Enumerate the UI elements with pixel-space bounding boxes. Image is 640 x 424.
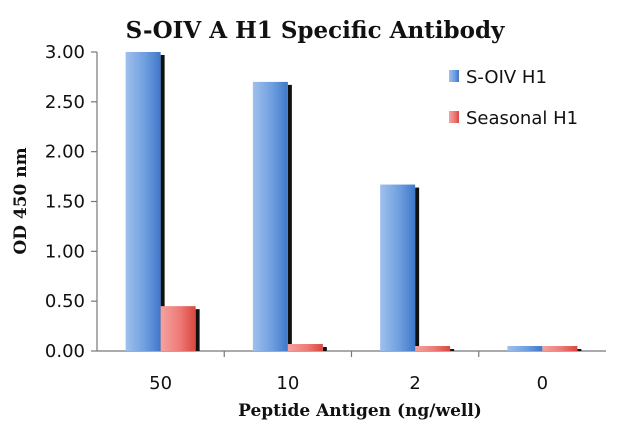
plot-area: 0.00 0.50 1.00 1.50 2.00 2.50 3.00 50 10 2 0 <box>45 42 606 394</box>
bar-shadow <box>450 349 455 351</box>
bar-s-oiv-h1 <box>380 184 416 351</box>
legend: S-OIV H1 Seasonal H1 <box>449 67 578 129</box>
bar-s-oiv-h1 <box>125 52 161 351</box>
y-tick-label: 1.00 <box>45 241 85 262</box>
y-tick-label: 2.50 <box>45 92 85 113</box>
bar-seasonal-h1 <box>287 344 323 351</box>
bar-seasonal-h1 <box>415 346 451 351</box>
bar-shadow <box>322 347 327 351</box>
x-axis-label: Peptide Antigen (ng/well) <box>238 401 482 421</box>
legend-label: Seasonal H1 <box>466 108 578 129</box>
x-tick-label: 10 <box>276 373 299 394</box>
bar-shadow <box>287 84 292 352</box>
bar-s-oiv-h1 <box>252 81 288 352</box>
bar-shadow <box>160 55 165 351</box>
x-tick-label: 0 <box>537 373 548 394</box>
legend-swatch <box>449 70 459 82</box>
chart-title: S-OIV A H1 Specific Antibody <box>126 17 505 44</box>
bar-seasonal-h1 <box>160 306 196 351</box>
legend-swatch <box>449 111 459 123</box>
x-tick-label: 50 <box>149 373 172 394</box>
bar-seasonal-h1 <box>542 346 578 351</box>
y-axis-label: OD 450 nm <box>11 147 31 254</box>
y-tick-label: 3.00 <box>45 42 85 63</box>
x-tick-label: 2 <box>409 373 420 394</box>
y-tick-label: 0.50 <box>45 291 85 312</box>
bar-shadow <box>195 309 200 351</box>
y-tick-label: 1.50 <box>45 192 85 213</box>
bar-shadow <box>577 349 582 351</box>
bar-s-oiv-h1 <box>507 346 543 351</box>
legend-label: S-OIV H1 <box>466 67 547 88</box>
y-tick-label: 2.00 <box>45 142 85 163</box>
y-tick-label: 0.00 <box>45 341 85 362</box>
bar-shadow <box>415 187 420 351</box>
